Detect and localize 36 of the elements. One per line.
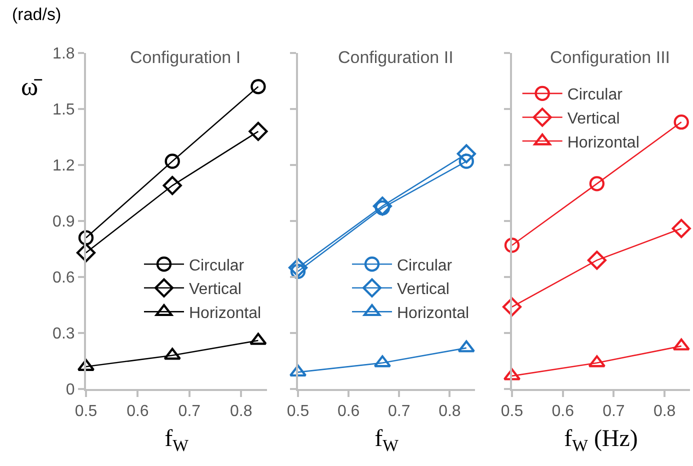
x-tick-label: 0.6 xyxy=(337,403,360,420)
chart-title: Configuration I xyxy=(130,48,241,67)
legend-label: Vertical xyxy=(189,281,242,298)
x-tick-label: 0.5 xyxy=(500,403,524,420)
x-axis-title: f$_{W}$ xyxy=(164,426,189,456)
x-tick-label: 0.6 xyxy=(126,403,149,420)
x-tick-label: 0.8 xyxy=(438,403,461,420)
x-tick-label: 0.5 xyxy=(74,403,98,420)
legend-label: Horizontal xyxy=(189,304,262,322)
x-tick-label: 0.5 xyxy=(286,403,310,420)
y-tick-label: 1.2 xyxy=(52,158,75,175)
legend-label: Vertical xyxy=(397,281,450,298)
x-axis-title: f$_{W}$ (Hz) xyxy=(564,426,638,456)
x-tick-label: 0.7 xyxy=(388,403,410,420)
x-tick-label: 0.7 xyxy=(178,403,201,420)
y-tick-label: 0.9 xyxy=(52,214,75,231)
legend-label: Circular xyxy=(567,86,624,104)
x-tick-label: 0.6 xyxy=(552,403,574,420)
legend-label: Horizontal xyxy=(397,304,470,322)
y-tick-label: 1.5 xyxy=(52,102,75,119)
y-tick-label: 1.8 xyxy=(52,46,75,63)
x-axis-title: f$_{W}$ xyxy=(374,426,399,456)
y-axis-title: ω̄ xyxy=(21,72,42,101)
legend-label: Circular xyxy=(189,257,245,274)
y-tick-label: 0 xyxy=(66,382,75,399)
x-tick-label: 0.8 xyxy=(653,403,676,420)
x-tick-label: 0.7 xyxy=(602,403,625,420)
y-tick-label: 0.6 xyxy=(52,270,75,287)
text: (rad/s) xyxy=(12,5,62,24)
legend-label: Vertical xyxy=(567,110,620,128)
x-tick-label: 0.8 xyxy=(230,403,252,420)
y-tick-label: 0.3 xyxy=(52,326,75,343)
chart-title: Configuration II xyxy=(338,48,454,67)
legend-label: Circular xyxy=(397,257,453,274)
legend-label: Horizontal xyxy=(567,134,640,152)
chart-title: Configuration III xyxy=(550,48,670,67)
